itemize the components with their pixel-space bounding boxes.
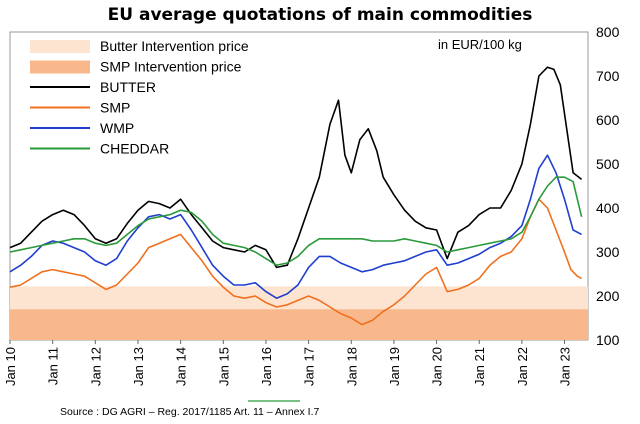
y-tick-label-500: 500 [596,156,620,172]
legend-swatch-butter-intervention-price [30,40,90,53]
x-tick-label-jan-23: Jan 23 [558,347,573,386]
chart-title: EU average quotations of main commoditie… [108,5,533,25]
x-tick-label-jan-10: Jan 10 [3,347,18,386]
legend: Butter Intervention price SMP Interventio… [30,38,249,157]
intervention-bands [10,286,588,340]
legend-label-butter: BUTTER [100,79,156,95]
series-lines [9,66,583,326]
y-axis: 100 200 300 400 500 600 700 800 [596,24,620,348]
series-line-butter [9,66,583,269]
source-note: Source : DG AGRI – Reg. 2017/1185 Art. 1… [60,406,320,418]
x-tick-label-jan-14: Jan 14 [174,347,189,386]
x-tick-label-jan-16: Jan 16 [259,347,274,386]
x-tick-label-jan-22: Jan 22 [515,347,530,386]
y-tick-label-800: 800 [596,24,620,40]
y-tick-label-700: 700 [596,68,620,84]
y-tick-label-600: 600 [596,112,620,128]
x-tick-label-jan-13: Jan 13 [131,347,146,386]
legend-swatch-smp-intervention-price [30,60,90,74]
legend-label-butter-intervention-price: Butter Intervention price [100,38,249,54]
x-tick-label-jan-19: Jan 19 [387,347,402,386]
x-tick-label-jan-15: Jan 15 [216,347,231,386]
x-tick-label-jan-17: Jan 17 [302,347,317,386]
series-line-smp [9,198,582,326]
y-tick-label-300: 300 [596,244,620,260]
y-tick-label-400: 400 [596,200,620,216]
x-tick-label-jan-21: Jan 21 [472,347,487,386]
x-tick-label-jan-11: Jan 11 [46,347,61,385]
series-line-cheddar [9,176,583,266]
legend-label-smp-intervention-price: SMP Intervention price [100,59,242,75]
legend-label-cheddar: CHEDDAR [100,141,169,157]
x-tick-label-jan-20: Jan 20 [430,347,445,386]
series-line-wmp [9,154,582,299]
legend-label-smp: SMP [100,100,130,116]
band-smp-intervention-price [10,309,588,340]
x-axis: Jan 10 Jan 11 Jan 12 Jan 13 Jan 14 Jan 15 Jan … [3,340,573,386]
x-tick-label-jan-18: Jan 18 [344,347,359,386]
legend-label-wmp: WMP [100,120,134,136]
y-tick-label-100: 100 [596,332,620,348]
band-butter-intervention-price [10,286,588,310]
unit-label: in EUR/100 kg [438,37,522,52]
x-tick-label-jan-12: Jan 12 [88,347,103,386]
y-tick-label-200: 200 [596,288,620,304]
